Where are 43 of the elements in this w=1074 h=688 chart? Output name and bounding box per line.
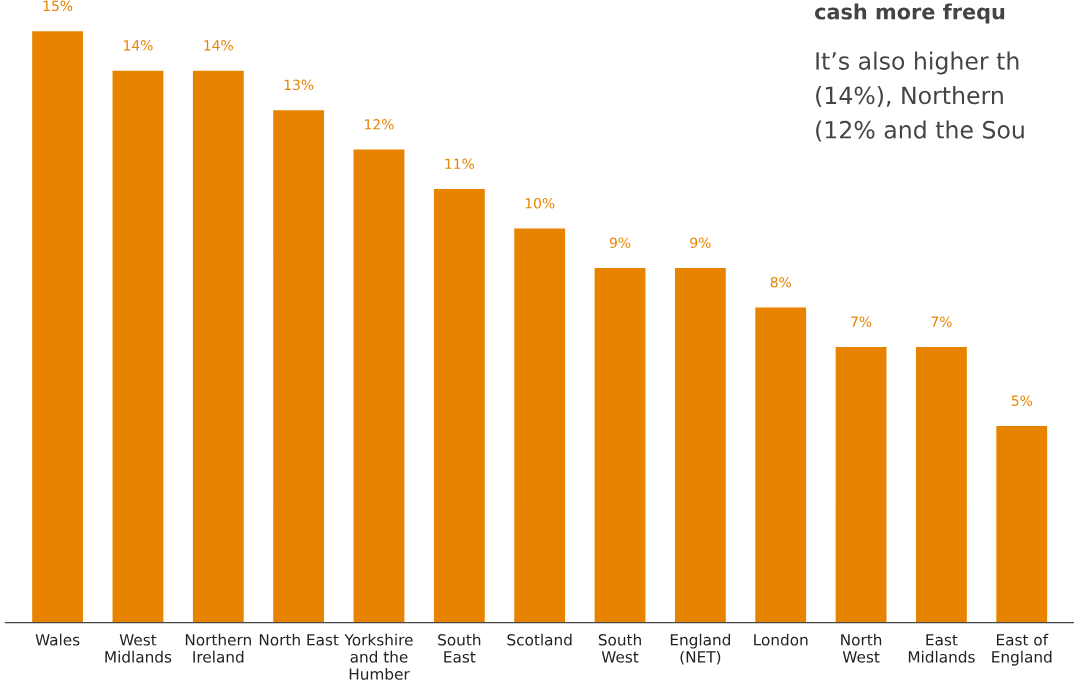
annotation: It’s also higher th — [816, 51, 1019, 75]
x-tick-label: Wales — [35, 633, 80, 646]
x-tick-label: East of England — [992, 633, 1052, 666]
bar — [673, 266, 728, 623]
bar — [191, 69, 246, 623]
data-label: 11% — [445, 158, 475, 170]
x-tick-label: Yorkshire and the Humber — [344, 633, 413, 680]
bar — [914, 345, 969, 623]
data-label: 9% — [609, 237, 631, 248]
data-label: 5% — [1011, 395, 1033, 406]
x-tick-label: South East — [438, 633, 481, 663]
bar — [512, 227, 567, 623]
annotation: (12% and the Sou — [816, 120, 1024, 142]
bar — [271, 108, 326, 623]
data-label: 9% — [690, 237, 711, 248]
x-tick-label: London — [754, 633, 808, 646]
bar — [593, 266, 647, 623]
bar — [994, 424, 1049, 623]
x-tick-label: England (NET) — [670, 633, 730, 665]
bar — [352, 148, 406, 623]
data-label: 13% — [284, 79, 314, 91]
x-tick-label: Northern Ireland — [185, 633, 251, 663]
x-tick-label: South West — [598, 633, 641, 663]
x-tick-label: North West — [841, 633, 882, 663]
data-label: 7% — [931, 316, 952, 327]
x-tick-label: Scotland — [507, 633, 572, 646]
bar — [432, 187, 487, 623]
data-label: 15% — [43, 0, 73, 12]
data-label: 14% — [204, 40, 233, 51]
annotation: (14%), Northern — [816, 86, 1003, 108]
x-tick-label: North East — [259, 633, 339, 646]
bar — [834, 345, 888, 623]
data-label: 7% — [851, 316, 872, 327]
data-label: 10% — [525, 198, 555, 209]
text: cash more frequ — [814, 3, 1005, 24]
data-label: 8% — [770, 276, 791, 288]
data-label: 14% — [124, 40, 153, 51]
data-label: 12% — [365, 119, 394, 130]
bar — [753, 306, 808, 623]
x-tick-label: West Midlands — [105, 634, 172, 663]
bar — [30, 29, 85, 623]
x-tick-label: East Midlands — [908, 634, 975, 663]
bar — [111, 69, 165, 623]
